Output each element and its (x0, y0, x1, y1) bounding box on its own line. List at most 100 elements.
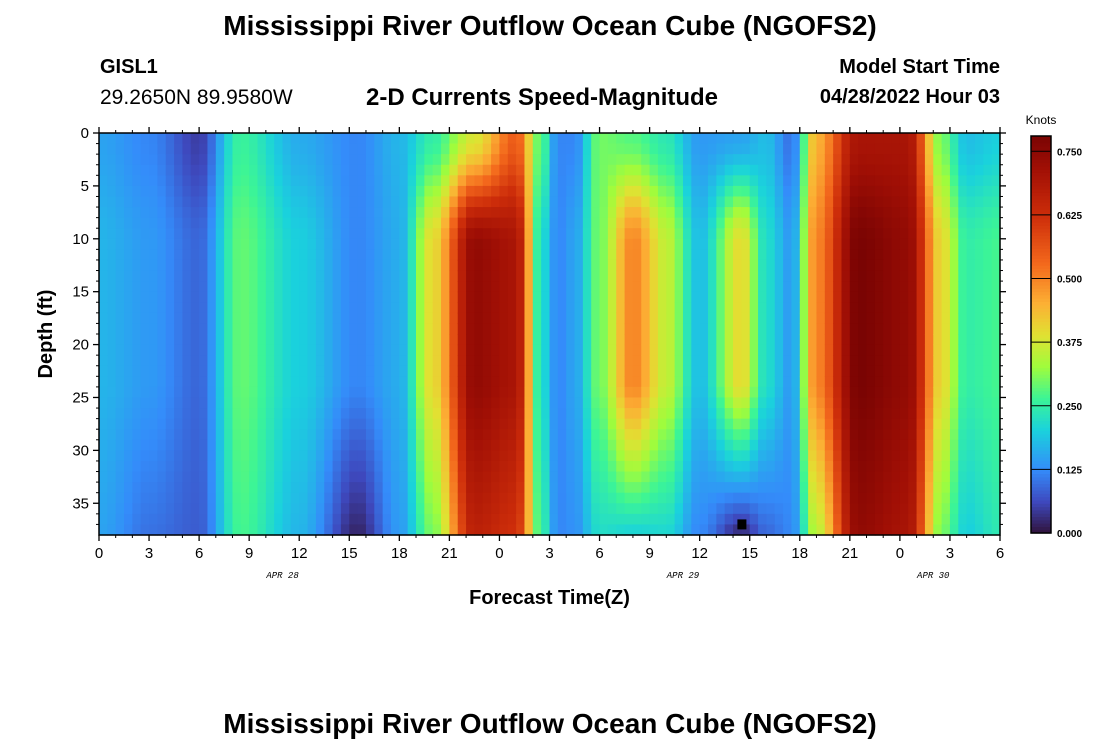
heatmap-cell (357, 355, 367, 367)
heatmap-cell (866, 185, 876, 198)
heatmap-cell (699, 207, 709, 219)
heatmap-cell (899, 439, 909, 451)
heatmap-cell (457, 386, 467, 399)
heatmap-cell (274, 418, 284, 430)
heatmap-cell (282, 196, 292, 208)
heatmap-cell (265, 196, 275, 208)
heatmap-cell (708, 344, 717, 356)
heatmap-cell (724, 334, 734, 346)
heatmap-cell (265, 482, 275, 494)
heatmap-cell (824, 492, 834, 504)
heatmap-cell (115, 291, 125, 303)
heatmap-cell (958, 482, 968, 494)
heatmap-cell (224, 355, 234, 367)
heatmap-cell (349, 355, 359, 367)
heatmap-cell (766, 503, 776, 515)
heatmap-cell (591, 334, 601, 346)
heatmap-cell (466, 312, 476, 325)
heatmap-cell (357, 386, 367, 399)
heatmap-cell (699, 281, 709, 293)
heatmap-cell (466, 217, 476, 229)
heatmap-cell (224, 291, 234, 303)
heatmap-cell (666, 513, 676, 526)
heatmap-cell (491, 408, 501, 420)
heatmap-cell (908, 344, 918, 356)
heatmap-cell (115, 503, 125, 515)
heatmap-cell (357, 238, 367, 250)
heatmap-cell (499, 291, 509, 303)
heatmap-cell (532, 281, 542, 293)
heatmap-cell (641, 238, 651, 250)
heatmap-cell (232, 344, 242, 356)
heatmap-cell (99, 291, 108, 303)
heatmap-cell (240, 302, 250, 314)
heatmap-cell (499, 217, 509, 229)
heatmap-cell (99, 154, 108, 166)
heatmap-cell (758, 418, 767, 430)
heatmap-cell (340, 196, 350, 208)
heatmap-cell (257, 513, 267, 526)
heatmap-cell (691, 503, 701, 515)
heatmap-cell (516, 482, 526, 494)
heatmap-cell (115, 355, 125, 367)
heatmap-cell (824, 334, 834, 346)
heatmap-cell (799, 439, 809, 451)
heatmap-cell (199, 355, 209, 367)
heatmap-cell (733, 460, 742, 473)
heatmap-cell (315, 408, 325, 420)
heatmap-cell (816, 408, 826, 420)
colorbar-segment (1031, 238, 1051, 243)
heatmap-cell (549, 376, 559, 388)
heatmap-cell (591, 175, 601, 187)
heatmap-cell (899, 513, 909, 526)
heatmap-cell (824, 429, 834, 441)
heatmap-cell (466, 270, 476, 282)
heatmap-cell (315, 175, 325, 187)
heatmap-cell (599, 302, 609, 314)
heatmap-cell (174, 164, 184, 176)
heatmap-cell (949, 259, 959, 272)
heatmap-cell (115, 207, 125, 219)
heatmap-cell (107, 281, 117, 293)
heatmap-cell (908, 259, 918, 272)
x-tick-label: 15 (341, 545, 358, 562)
heatmap-cell (858, 291, 868, 303)
heatmap-cell (474, 323, 484, 335)
heatmap-cell (783, 164, 793, 176)
heatmap-cell (799, 492, 809, 504)
heatmap-cell (132, 185, 142, 198)
heatmap-cell (182, 460, 192, 473)
heatmap-cell (274, 207, 284, 219)
heatmap-cell (941, 249, 951, 261)
heatmap-cell (966, 143, 976, 155)
heatmap-cell (766, 344, 776, 356)
heatmap-cell (924, 429, 934, 441)
heatmap-cell (215, 133, 225, 145)
heatmap-cell (791, 344, 801, 356)
heatmap-cell (257, 228, 267, 240)
heatmap-cell (574, 503, 584, 515)
heatmap-cell (424, 196, 434, 208)
heatmap-cell (783, 281, 793, 293)
heatmap-cell (165, 270, 175, 282)
heatmap-cell (708, 513, 717, 526)
heatmap-cell (532, 376, 542, 388)
heatmap-cell (916, 439, 926, 451)
heatmap-cell (974, 133, 984, 145)
heatmap-cell (157, 154, 167, 166)
heatmap-cell (682, 492, 692, 504)
heatmap-cell (249, 513, 259, 526)
heatmap-cell (891, 513, 901, 526)
heatmap-cell (733, 228, 742, 240)
heatmap-cell (733, 334, 742, 346)
heatmap-cell (899, 482, 909, 494)
heatmap-cell (207, 418, 217, 430)
heatmap-cell (140, 217, 150, 229)
heatmap-cell (274, 503, 284, 515)
heatmap-cell (541, 482, 551, 494)
heatmap-cell (224, 302, 234, 314)
heatmap-cell (265, 386, 275, 399)
heatmap-cell (674, 376, 684, 388)
heatmap-cell (340, 334, 350, 346)
heatmap-cell (249, 471, 259, 483)
